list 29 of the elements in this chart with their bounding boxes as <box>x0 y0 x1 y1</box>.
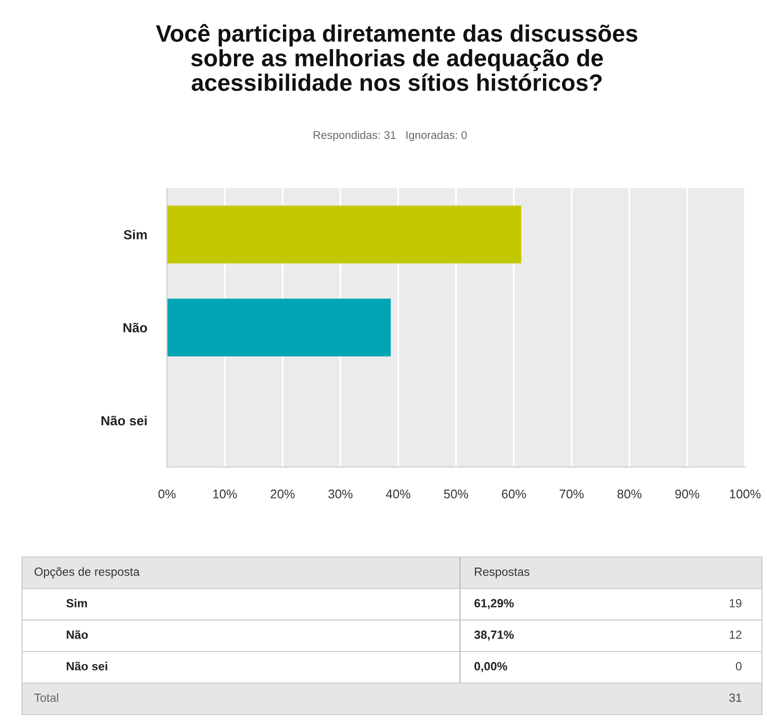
text: Opções de resposta <box>34 567 140 578</box>
x-tick-label: 70% <box>560 490 584 498</box>
text: 19 <box>730 599 742 608</box>
x-tick-label: 60% <box>502 490 526 498</box>
category-label: Sim <box>66 598 87 608</box>
x-tick-label: 30% <box>328 490 352 498</box>
x-tick-label: 50% <box>444 490 468 498</box>
x-tick-label: 80% <box>617 490 642 498</box>
x-tick-label: 20% <box>270 490 295 498</box>
text: 0,00% <box>474 662 508 672</box>
x-tick-label: 40% <box>386 490 410 498</box>
x-tick-label: 90% <box>675 490 700 498</box>
chart-title: Você participa diretamente das discussões sobre as melhorias de adequação de acessibilidade nos sítios históricos? <box>156 24 638 92</box>
text: 0 <box>736 662 742 670</box>
category-label: Não <box>66 630 88 639</box>
category-label: Não sei <box>66 662 108 670</box>
x-tick-label: 10% <box>213 490 237 498</box>
text: 38,71% <box>474 630 514 641</box>
x-tick-label: 100% <box>730 490 761 498</box>
y-tick-label: Não <box>124 322 148 332</box>
text: Respostas <box>474 568 530 578</box>
text: 12 <box>730 630 742 639</box>
text: Total <box>34 693 58 702</box>
text: 31 <box>729 694 742 702</box>
x-tick-label: 0% <box>158 490 176 498</box>
y-tick-label: Sim <box>124 230 147 240</box>
chart-subtitle: Respondidas: 31 Ignoradas: 0 <box>314 130 467 142</box>
text: 61,29% <box>474 599 514 610</box>
y-tick-label: Não sei <box>102 416 147 426</box>
